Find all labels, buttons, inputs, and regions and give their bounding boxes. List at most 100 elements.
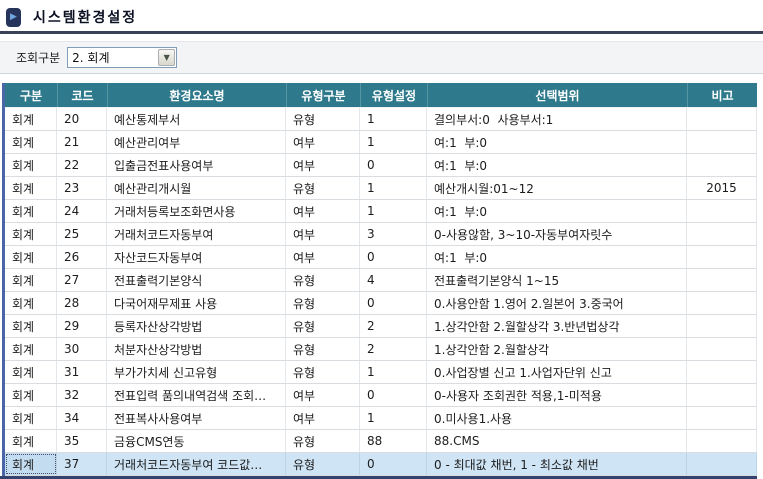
cell-category[interactable]: 회계 — [5, 453, 57, 475]
cell-range[interactable]: 여:1 부:0 — [427, 246, 687, 268]
cell-code[interactable]: 22 — [57, 154, 107, 176]
cell-code[interactable]: 26 — [57, 246, 107, 268]
cell-type_value[interactable]: 1 — [360, 131, 427, 153]
cell-note[interactable] — [687, 154, 757, 176]
cell-note[interactable] — [687, 246, 757, 268]
cell-range[interactable]: 0-사용않함, 3~10-자동부여자릿수 — [427, 223, 687, 245]
cell-type_value[interactable]: 0 — [360, 384, 427, 406]
cell-name[interactable]: 전표복사사용여부 — [107, 407, 286, 429]
cell-code[interactable]: 27 — [57, 269, 107, 291]
cell-note[interactable] — [687, 108, 757, 130]
table-row[interactable]: 회계 23 예산관리개시월 유형 1 예산개시월:01~12 2015 — [5, 177, 757, 200]
chevron-down-icon[interactable]: ▼ — [158, 49, 176, 66]
cell-name[interactable]: 처분자산상각방법 — [107, 338, 286, 360]
cell-code[interactable]: 29 — [57, 315, 107, 337]
cell-code[interactable]: 35 — [57, 430, 107, 452]
cell-range[interactable]: 결의부서:0 사용부서:1 — [427, 108, 687, 130]
cell-code[interactable]: 25 — [57, 223, 107, 245]
cell-type_value[interactable]: 1 — [360, 407, 427, 429]
cell-range[interactable]: 88.CMS — [427, 430, 687, 452]
table-row[interactable]: 회계 28 다국어재무제표 사용 유형 0 0.사용안함 1.영어 2.일본어 3.중국어 — [5, 292, 757, 315]
cell-category[interactable]: 회계 — [5, 430, 57, 452]
table-row[interactable]: 회계 30 처분자산상각방법 유형 2 1.상각안함 2.월할상각 — [5, 338, 757, 361]
table-row[interactable]: 회계 37 거래처코드자동부여 코드값… 유형 0 0 - 최대값 채번, 1 - 최소값… — [5, 453, 757, 476]
cell-note[interactable] — [687, 361, 757, 383]
cell-type_class[interactable]: 여부 — [286, 154, 360, 176]
cell-category[interactable]: 회계 — [5, 338, 57, 360]
cell-note[interactable]: 2015 — [687, 177, 757, 199]
cell-type_value[interactable]: 0 — [360, 246, 427, 268]
cell-name[interactable]: 부가가치세 신고유형 — [107, 361, 286, 383]
cell-name[interactable]: 다국어재무제표 사용 — [107, 292, 286, 314]
cell-category[interactable]: 회계 — [5, 407, 57, 429]
cell-category[interactable]: 회계 — [5, 292, 57, 314]
cell-type_value[interactable]: 4 — [360, 269, 427, 291]
cell-type_class[interactable]: 유형 — [286, 269, 360, 291]
cell-range[interactable]: 0.사업장별 신고 1.사업자단위 신고 — [427, 361, 687, 383]
cell-code[interactable]: 31 — [57, 361, 107, 383]
table-row[interactable]: 회계 20 예산통제부서 유형 1 결의부서:0 사용부서:1 — [5, 108, 757, 131]
cell-type_value[interactable]: 1 — [360, 177, 427, 199]
cell-type_class[interactable]: 유형 — [286, 430, 360, 452]
cell-name[interactable]: 거래처코드자동부여 — [107, 223, 286, 245]
cell-name[interactable]: 등록자산상각방법 — [107, 315, 286, 337]
cell-code[interactable]: 30 — [57, 338, 107, 360]
cell-type_class[interactable]: 여부 — [286, 246, 360, 268]
cell-name[interactable]: 전표출력기본양식 — [107, 269, 286, 291]
cell-category[interactable]: 회계 — [5, 246, 57, 268]
table-row[interactable]: 회계 34 전표복사사용여부 여부 1 0.미사용1.사용 — [5, 407, 757, 430]
table-row[interactable]: 회계 31 부가가치세 신고유형 유형 1 0.사업장별 신고 1.사업자단위 신고 — [5, 361, 757, 384]
cell-name[interactable]: 입출금전표사용여부 — [107, 154, 286, 176]
cell-type_class[interactable]: 유형 — [286, 108, 360, 130]
cell-range[interactable]: 여:1 부:0 — [427, 154, 687, 176]
cell-range[interactable]: 예산개시월:01~12 — [427, 177, 687, 199]
cell-note[interactable] — [687, 200, 757, 222]
cell-range[interactable]: 0-사용자 조회권한 적용,1-미적용 — [427, 384, 687, 406]
cell-code[interactable]: 37 — [57, 453, 107, 475]
cell-type_class[interactable]: 여부 — [286, 223, 360, 245]
cell-category[interactable]: 회계 — [5, 384, 57, 406]
cell-range[interactable]: 0.사용안함 1.영어 2.일본어 3.중국어 — [427, 292, 687, 314]
cell-range[interactable]: 0.미사용1.사용 — [427, 407, 687, 429]
cell-category[interactable]: 회계 — [5, 269, 57, 291]
cell-note[interactable] — [687, 315, 757, 337]
cell-range[interactable]: 여:1 부:0 — [427, 200, 687, 222]
cell-type_value[interactable]: 2 — [360, 338, 427, 360]
cell-type_value[interactable]: 1 — [360, 361, 427, 383]
cell-name[interactable]: 전표입력 품의내역검색 조회… — [107, 384, 286, 406]
cell-type_value[interactable]: 2 — [360, 315, 427, 337]
cell-category[interactable]: 회계 — [5, 223, 57, 245]
cell-type_value[interactable]: 1 — [360, 200, 427, 222]
cell-category[interactable]: 회계 — [5, 315, 57, 337]
cell-note[interactable] — [687, 292, 757, 314]
cell-note[interactable] — [687, 384, 757, 406]
cell-range[interactable]: 1.상각안함 2.월할상각 3.반년법상각 — [427, 315, 687, 337]
cell-type_class[interactable]: 여부 — [286, 200, 360, 222]
cell-range[interactable]: 1.상각안함 2.월할상각 — [427, 338, 687, 360]
cell-type_class[interactable]: 유형 — [286, 453, 360, 475]
cell-category[interactable]: 회계 — [5, 361, 57, 383]
cell-code[interactable]: 23 — [57, 177, 107, 199]
table-row[interactable]: 회계 35 금융CMS연동 유형 88 88.CMS — [5, 430, 757, 453]
cell-type_class[interactable]: 유형 — [286, 292, 360, 314]
cell-category[interactable]: 회계 — [5, 131, 57, 153]
cell-note[interactable] — [687, 430, 757, 452]
cell-note[interactable] — [687, 223, 757, 245]
cell-name[interactable]: 예산관리여부 — [107, 131, 286, 153]
cell-code[interactable]: 21 — [57, 131, 107, 153]
cell-type_value[interactable]: 3 — [360, 223, 427, 245]
cell-name[interactable]: 금융CMS연동 — [107, 430, 286, 452]
cell-type_class[interactable]: 여부 — [286, 407, 360, 429]
cell-name[interactable]: 거래처코드자동부여 코드값… — [107, 453, 286, 475]
cell-code[interactable]: 34 — [57, 407, 107, 429]
cell-type_class[interactable]: 유형 — [286, 177, 360, 199]
cell-type_value[interactable]: 0 — [360, 292, 427, 314]
cell-code[interactable]: 20 — [57, 108, 107, 130]
cell-code[interactable]: 32 — [57, 384, 107, 406]
cell-type_class[interactable]: 여부 — [286, 384, 360, 406]
cell-type_class[interactable]: 유형 — [286, 315, 360, 337]
cell-category[interactable]: 회계 — [5, 108, 57, 130]
cell-note[interactable] — [687, 338, 757, 360]
table-row[interactable]: 회계 24 거래처등록보조화면사용 여부 1 여:1 부:0 — [5, 200, 757, 223]
cell-range[interactable]: 전표출력기본양식 1~15 — [427, 269, 687, 291]
